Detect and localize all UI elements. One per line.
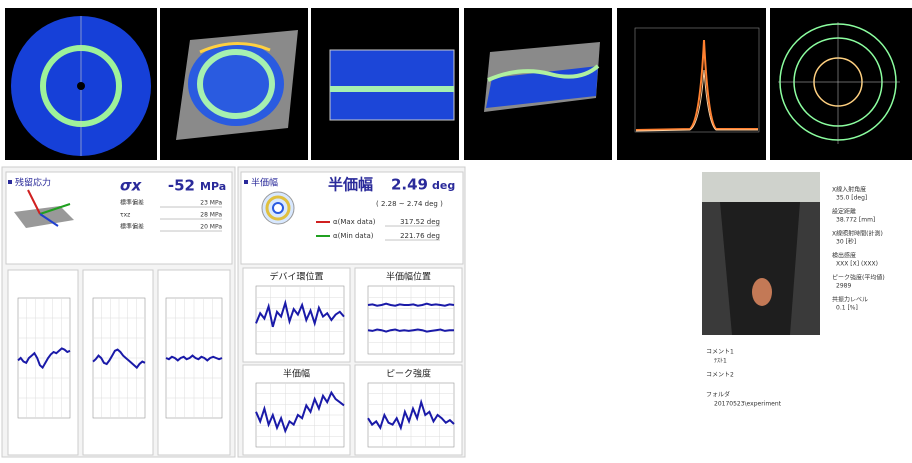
- graph-title: 半価幅位置: [386, 271, 431, 283]
- stress-unit: MPa: [200, 180, 226, 193]
- info-value: 2989: [836, 283, 851, 290]
- info-value: 38.772 [mm]: [836, 217, 875, 224]
- row-value: 20 MPa: [200, 224, 222, 231]
- stress-title: 残留応力: [15, 177, 51, 189]
- info-label: X線入射角度: [832, 186, 866, 194]
- fwhm-unit: deg: [432, 179, 455, 192]
- row-value: 221.76 deg: [400, 232, 440, 240]
- fwhm-value: 2.49: [391, 176, 428, 194]
- graph-title: 半価幅: [283, 368, 310, 380]
- stress-symbol: σx: [120, 177, 143, 195]
- page: 残留応力 σx -52 MPa 標準偏差 23 MPa τxz 28 MPa 標準偏差 2…: [0, 0, 912, 459]
- info-label: ピーク強度(平均値): [832, 274, 885, 282]
- comment1-label: コメント1: [706, 349, 734, 356]
- row-label: 標準偏差: [120, 223, 144, 231]
- info-label: X線照射時間(計測): [832, 230, 883, 238]
- top-panels: [5, 8, 912, 160]
- info-value: 35.0 [deg]: [836, 195, 867, 202]
- row-label: 標準偏差: [120, 199, 144, 207]
- comment1: ﾃｽﾄ1: [714, 358, 727, 365]
- row-value: 23 MPa: [200, 200, 222, 207]
- fwhm-title: 半価幅: [251, 177, 278, 189]
- folder: 20170523\experiment: [714, 401, 782, 408]
- info-label: 共振力レベル: [832, 296, 868, 304]
- info-value: 0.1 [%]: [836, 305, 858, 312]
- row-label: τxz: [120, 212, 130, 219]
- row-value: 317.52 deg: [400, 218, 440, 226]
- bullet: [8, 180, 12, 184]
- info-label: 検出感度: [832, 252, 856, 260]
- info-value: 30 [秒]: [836, 238, 856, 246]
- fwhm-range: ( 2.28 ~ 2.74 deg ): [376, 200, 443, 208]
- row-value: 28 MPa: [200, 212, 222, 219]
- info-label: 設定距離: [832, 208, 856, 216]
- row-label: α(Max data): [333, 218, 376, 226]
- bullet: [244, 180, 248, 184]
- info-value: XXX [X] (XXX): [836, 261, 878, 268]
- folder-label: フォルダ: [706, 391, 730, 399]
- fwhm-label: 半価幅: [328, 176, 373, 194]
- stress-value: -52: [168, 177, 195, 195]
- screen: 残留応力 σx -52 MPa 標準偏差 23 MPa τxz 28 MPa 標準偏差 2…: [0, 0, 912, 459]
- graph-title: ピーク強度: [386, 368, 431, 380]
- graph-title: デバイ環位置: [269, 271, 323, 283]
- row-label: α(Min data): [333, 232, 374, 240]
- comment2-label: コメント2: [706, 372, 734, 379]
